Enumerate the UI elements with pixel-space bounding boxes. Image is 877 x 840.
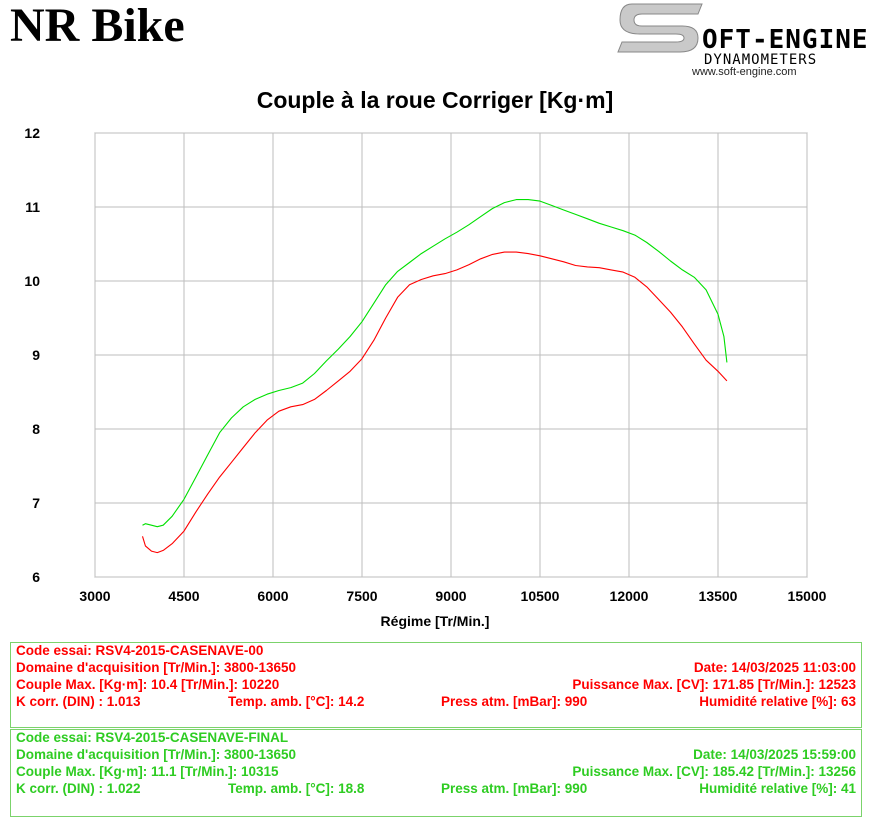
test-date: Date: 14/03/2025 11:03:00 — [693, 660, 856, 675]
max-power: Puissance Max. [CV]: 171.85 [Tr/Min.]: 1… — [572, 677, 856, 692]
x-tick-label: 12000 — [610, 588, 649, 604]
y-tick-label: 11 — [25, 199, 40, 215]
logo-sub-text: DYNAMOMETERS — [704, 52, 817, 68]
test-info-box-1: Code essai: RSV4-2015-CASENAVE-00 Domain… — [10, 642, 862, 728]
k-correction: K corr. (DIN) : 1.013 — [16, 694, 141, 709]
test-code: Code essai: RSV4-2015-CASENAVE-00 — [16, 643, 264, 658]
max-power: Puissance Max. [CV]: 185.42 [Tr/Min.]: 1… — [572, 764, 856, 779]
x-tick-label: 13500 — [699, 588, 738, 604]
relative-humidity: Humidité relative [%]: 41 — [699, 781, 856, 796]
chart-series — [141, 199, 728, 554]
ambient-temp: Temp. amb. [°C]: 14.2 — [228, 694, 365, 709]
test-date: Date: 14/03/2025 15:59:00 — [693, 747, 856, 762]
series-line-2 — [142, 199, 728, 528]
y-tick-label: 7 — [32, 495, 40, 511]
x-axis-ticks: 3000 4500 6000 7500 9000 10500 12000 13500 15000 — [79, 588, 826, 604]
acquisition-range: Domaine d'acquisition [Tr/Min.]: 3800-13… — [16, 660, 297, 675]
y-tick-label: 10 — [24, 273, 40, 289]
page-title: NR Bike — [10, 0, 185, 52]
x-tick-label: 15000 — [788, 588, 827, 604]
series-line-1 — [141, 251, 728, 554]
logo-main-text: OFT-ENGINE — [702, 25, 869, 55]
x-tick-label: 10500 — [521, 588, 560, 604]
x-tick-label: 3000 — [79, 588, 110, 604]
k-correction: K corr. (DIN) : 1.022 — [16, 781, 141, 796]
test-info-box-2: Code essai: RSV4-2015-CASENAVE-FINAL Dom… — [10, 729, 862, 817]
acquisition-range: Domaine d'acquisition [Tr/Min.]: 3800-13… — [16, 747, 297, 762]
y-axis-ticks: 6 7 8 9 10 11 12 — [24, 125, 40, 585]
x-tick-label: 4500 — [168, 588, 199, 604]
relative-humidity: Humidité relative [%]: 63 — [699, 694, 856, 709]
max-torque: Couple Max. [Kg·m]: 11.1 [Tr/Min.]: 1031… — [16, 764, 279, 779]
x-tick-label: 7500 — [346, 588, 377, 604]
y-tick-label: 6 — [32, 569, 40, 585]
x-tick-label: 6000 — [257, 588, 288, 604]
max-torque: Couple Max. [Kg·m]: 10.4 [Tr/Min.]: 1022… — [16, 677, 280, 692]
chart-title: Couple à la roue Corriger [Kg·m] — [257, 87, 614, 113]
ambient-temp: Temp. amb. [°C]: 18.8 — [228, 781, 365, 796]
y-tick-label: 8 — [32, 421, 40, 437]
y-tick-label: 12 — [24, 125, 40, 141]
y-tick-label: 9 — [32, 347, 40, 363]
x-axis-label: Régime [Tr/Min.] — [381, 613, 490, 629]
logo-url: www.soft-engine.com — [692, 66, 797, 78]
torque-chart: Couple à la roue Corriger [Kg·m] 3000 450… — [24, 87, 826, 629]
atm-pressure: Press atm. [mBar]: 990 — [441, 781, 588, 796]
x-tick-label: 9000 — [435, 588, 466, 604]
chart-grid — [94, 132, 808, 578]
test-code: Code essai: RSV4-2015-CASENAVE-FINAL — [16, 730, 289, 745]
soft-engine-logo: S OFT-ENGINE DYNAMOMETERS — [617, 3, 869, 68]
atm-pressure: Press atm. [mBar]: 990 — [441, 694, 588, 709]
